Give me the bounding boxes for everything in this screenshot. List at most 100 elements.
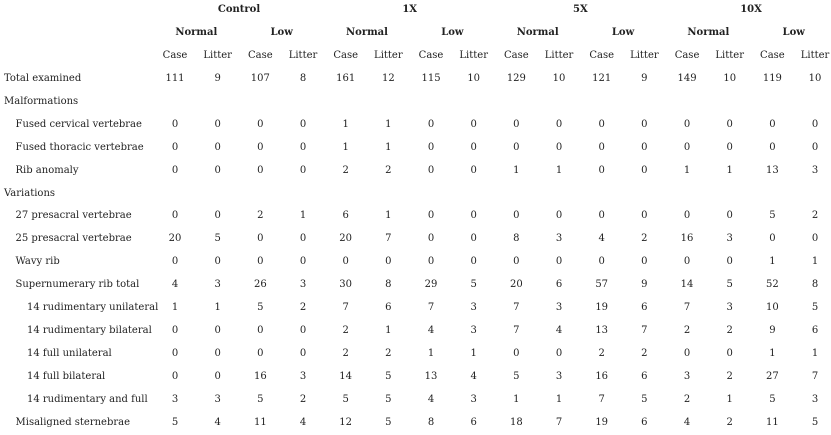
cell: 3 [470,324,477,336]
cell: 0 [257,347,264,359]
cell: 16 [680,233,694,245]
cell: 13 [766,164,779,176]
cell: 0 [171,324,179,336]
row-label: Wavy rib [15,256,60,268]
cell: 13 [595,324,609,336]
cell: 1 [769,347,776,359]
cell: 0 [470,233,477,245]
cell: 4 [214,416,221,428]
cell: 121 [592,73,612,84]
cell: 4 [598,233,605,245]
column-header: Litter [288,50,318,61]
cell: 8 [513,233,520,245]
cell: 1 [342,118,349,130]
cell: 0 [171,347,179,359]
cell: 0 [214,256,221,268]
cell: 14 [339,370,353,382]
cell: 6 [641,302,648,313]
cell: 5 [171,416,179,428]
cell: 0 [513,141,520,153]
cell: 1 [811,347,819,359]
cell: 1 [385,141,392,153]
cell: 10 [723,73,737,84]
cell: 2 [342,324,349,336]
cell: 5 [726,279,733,291]
row-label: 25 presacral vertebrae [15,233,132,245]
cell: 12 [339,416,353,428]
cell: 9 [769,324,776,336]
cell: 10 [766,302,779,313]
cell: 0 [726,256,733,268]
cell: 4 [555,324,563,336]
cell: 1 [299,210,307,222]
cell: 4 [171,279,179,291]
row-label: 14 rudimentary and full [27,393,148,405]
cell: 3 [683,370,691,382]
cell: 0 [299,164,307,176]
cell: 1 [726,164,733,176]
cell: 57 [595,279,609,291]
cell: 1 [214,302,221,313]
cell: 3 [555,370,563,382]
cell: 0 [555,256,563,268]
row-label: Total examined [4,73,82,84]
subgroup-header: Low [611,27,635,38]
cell: 0 [257,256,264,268]
cell: 0 [683,256,691,268]
cell: 0 [470,164,477,176]
cell: 3 [299,370,307,382]
cell: 2 [726,370,733,382]
cell: 7 [513,302,520,313]
cell: 52 [766,279,779,291]
cell: 2 [726,416,733,428]
cell: 0 [811,233,819,245]
cell: 4 [427,324,435,336]
cell: 3 [555,302,563,313]
cell: 0 [385,256,392,268]
cell: 2 [726,324,733,336]
cell: 20 [339,233,353,245]
cell: 0 [683,118,691,130]
cell: 1 [427,347,435,359]
column-header: Litter [715,50,744,61]
column-header: Litter [800,50,830,61]
cell: 5 [811,302,819,313]
cell: 5 [811,416,819,428]
cell: 0 [171,118,179,130]
cell: 1 [171,302,179,313]
cell: 0 [171,164,179,176]
column-header: Litter [630,50,659,61]
row-label: 14 rudimentary unilateral [27,302,159,313]
cell: 30 [339,279,353,291]
cell: 0 [470,256,477,268]
cell: 1 [513,164,520,176]
cell: 3 [171,393,179,405]
cell: 0 [214,118,221,130]
cell: 0 [470,210,477,222]
cell: 3 [470,393,477,405]
cell: 3 [726,302,733,313]
cell: 14 [680,279,694,291]
cell: 0 [555,141,563,153]
cell: 2 [811,210,819,222]
cell: 1 [470,347,477,359]
cell: 9 [641,279,648,291]
cell: 0 [513,210,520,222]
cell: 18 [509,416,523,428]
cell: 0 [299,233,307,245]
row-label: Rib anomaly [15,164,79,176]
cell: 111 [165,73,185,84]
cell: 0 [555,118,563,130]
cell: 6 [385,302,392,313]
cell: 7 [427,302,435,313]
cell: 2 [641,233,648,245]
cell: 4 [299,416,307,428]
cell: 1 [555,164,563,176]
cell: 11 [766,416,779,428]
cell: 0 [299,256,307,268]
subgroup-header: Low [441,27,464,38]
cell: 2 [641,347,648,359]
cell: 6 [470,416,477,428]
cell: 5 [257,302,264,313]
cell: 0 [470,141,477,153]
